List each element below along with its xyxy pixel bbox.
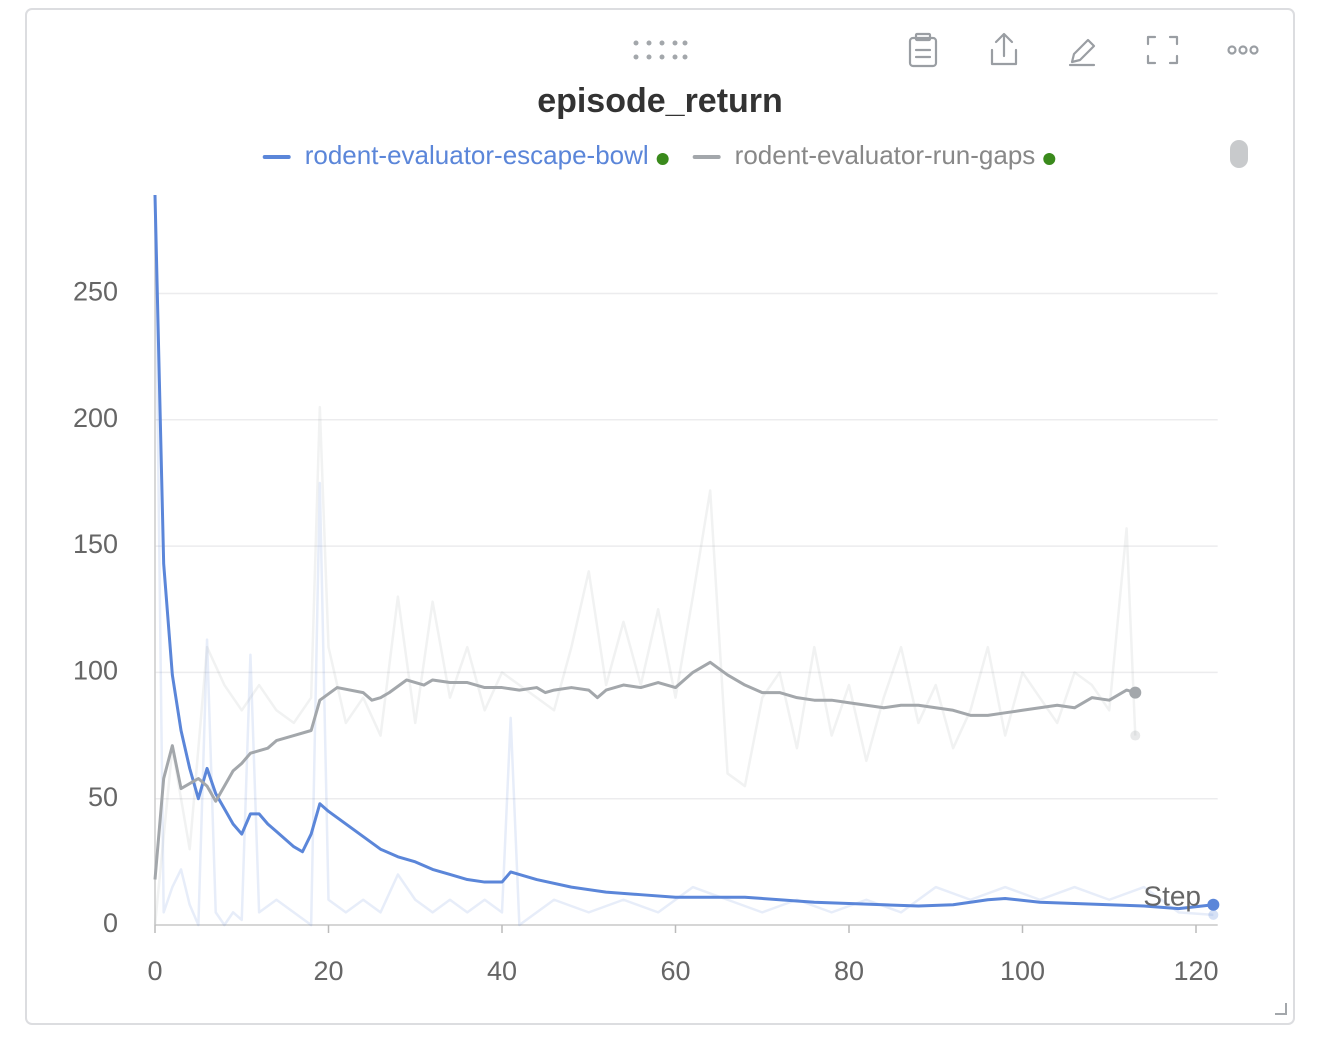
y-tick-label: 50 (88, 782, 118, 812)
y-tick-label: 150 (73, 529, 118, 559)
y-tick-label: 200 (73, 403, 118, 433)
legend-status-dot (656, 153, 669, 165)
x-tick-label: 40 (487, 956, 517, 986)
x-tick-label: 0 (147, 956, 162, 986)
x-tick-label: 120 (1173, 956, 1218, 986)
y-tick-label: 0 (103, 908, 118, 938)
x-tick-label: 60 (660, 956, 690, 986)
raw-line (153, 405, 1137, 926)
smoothed-line (153, 194, 1214, 911)
raw-end-dot (1130, 730, 1141, 741)
legend-label[interactable]: rodent-evaluator-escape-bowl (305, 140, 649, 170)
share-icon[interactable] (990, 32, 1018, 66)
end-dot (1129, 686, 1142, 699)
raw-line (153, 194, 1214, 927)
legend-status-dot (1043, 153, 1056, 165)
more-icon[interactable] (1227, 45, 1259, 55)
fullscreen-icon[interactable] (1146, 35, 1179, 65)
legend: rodent-evaluator-escape-bowl rodent-evalu… (262, 140, 1056, 170)
edit-icon[interactable] (1068, 38, 1096, 67)
x-tick-label: 20 (313, 956, 343, 986)
end-dot (1207, 898, 1220, 911)
raw-end-dot (1208, 909, 1219, 920)
resize-handle[interactable] (1275, 1003, 1287, 1015)
x-tick-label: 100 (1000, 956, 1045, 986)
smoothed-line (153, 660, 1136, 880)
x-tick-label: 80 (834, 956, 864, 986)
y-tick-label: 100 (73, 656, 118, 686)
y-tick-label: 250 (73, 277, 118, 307)
legend-label[interactable]: rodent-evaluator-run-gaps (735, 140, 1036, 170)
legend-scroll[interactable] (1230, 140, 1248, 168)
panel-border (25, 8, 1295, 1025)
chart-title: episode_return (537, 82, 783, 120)
clipboard-icon[interactable] (908, 32, 938, 68)
x-axis-label: Step (1143, 880, 1201, 911)
drag-handle[interactable] (633, 40, 688, 60)
